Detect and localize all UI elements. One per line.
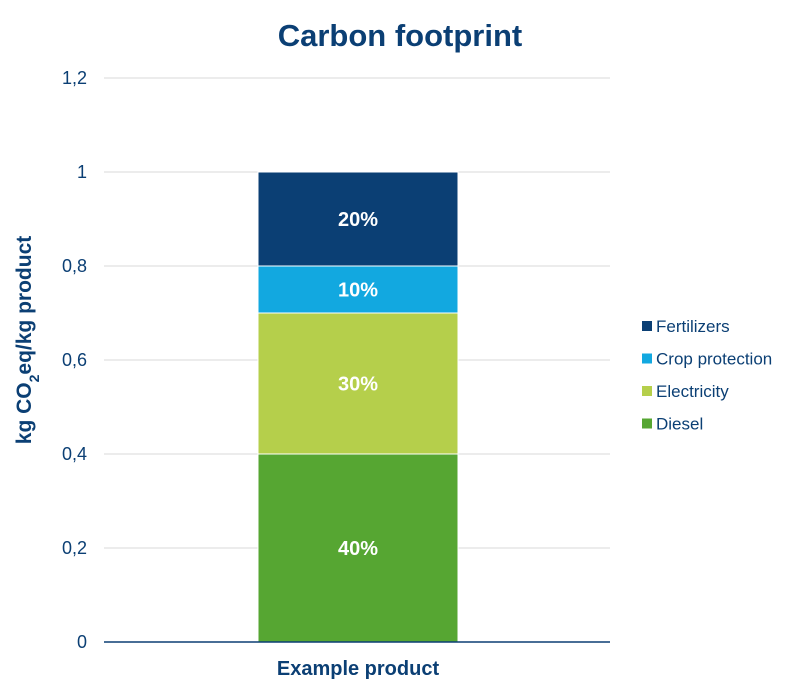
chart-title: Carbon footprint [278, 18, 523, 53]
stacked-bar [257, 171, 459, 643]
y-tick-label: 1,2 [62, 68, 87, 88]
y-axis-label: kg CO2eq/kg product [13, 236, 42, 444]
bar-segment-fertilizers [257, 171, 459, 267]
bar-segment-crop-protection [257, 265, 459, 314]
legend-label: Fertilizers [656, 317, 730, 336]
y-tick-label: 0,6 [62, 350, 87, 370]
legend-label: Electricity [656, 382, 729, 401]
legend-swatch [642, 353, 652, 364]
y-tick-label: 0,2 [62, 538, 87, 558]
bar-segment-electricity [257, 312, 459, 455]
legend-label: Diesel [656, 415, 703, 434]
legend-label: Crop protection [656, 350, 772, 369]
category-label: Example product [277, 658, 440, 680]
legend: Fertilizers Crop protection Electricity Die… [642, 317, 772, 434]
data-label: 10% [338, 280, 378, 302]
data-label: 40% [338, 538, 378, 560]
y-tick-label: 0,4 [62, 444, 87, 464]
bar-segment-diesel [257, 453, 459, 643]
legend-swatch [642, 321, 652, 331]
legend-swatch [642, 418, 652, 429]
y-tick-label: 0 [77, 632, 87, 652]
y-tick-label: 0,8 [62, 256, 87, 276]
data-labels: 40% 30% 10% 20% [338, 209, 378, 560]
data-label: 20% [338, 209, 378, 231]
legend-swatch [642, 386, 652, 396]
data-label: 30% [338, 374, 378, 396]
y-axis-ticks: 0 0,2 0,4 0,6 0,8 1 1,2 [62, 68, 87, 652]
y-tick-label: 1 [77, 162, 87, 182]
